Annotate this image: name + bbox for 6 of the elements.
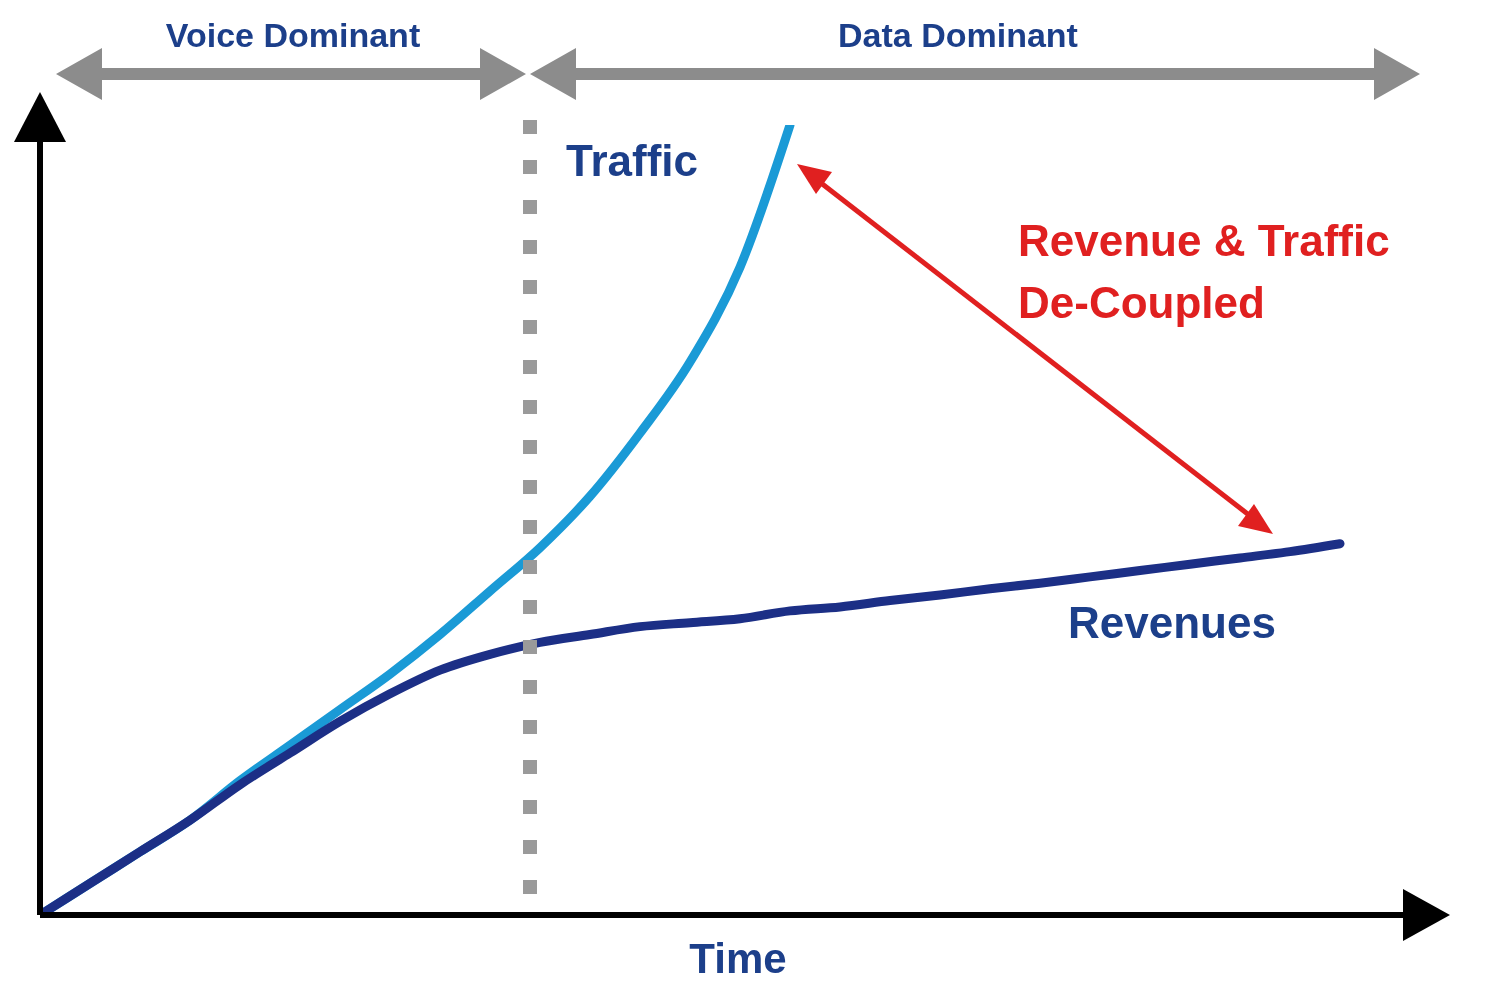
text: Voice Dominant	[164, 16, 422, 55]
x-axis-title: Time	[688, 934, 788, 984]
series-label: Revenues	[1068, 598, 1276, 648]
series-label: Traffic	[566, 136, 699, 186]
annotation: Revenue & Traffic De-Coupled	[1018, 215, 1391, 329]
text: Data Dominant	[837, 16, 1079, 55]
